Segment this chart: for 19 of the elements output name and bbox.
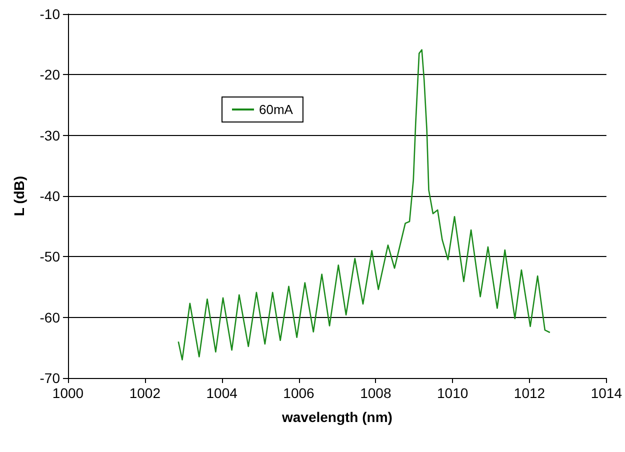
y-tick-label: -20: [40, 66, 60, 83]
y-tick-label: -10: [40, 6, 60, 22]
x-tick-label: 1012: [514, 385, 546, 401]
y-tick-label: -40: [40, 188, 60, 204]
x-tick-label: 1006: [283, 385, 315, 401]
x-tick-label: 1008: [360, 385, 392, 401]
x-tick-label: 1014: [590, 385, 622, 401]
x-tick-label: 1002: [129, 385, 161, 401]
y-tick-label: -60: [40, 309, 60, 326]
y-tick-label: -50: [40, 248, 60, 265]
x-tick-label: 1000: [52, 385, 84, 401]
x-tick-label: 1010: [437, 385, 468, 401]
legend-label: 60mA: [259, 102, 294, 117]
x-axis-title: wavelength (nm): [280, 409, 392, 425]
line-series: [178, 49, 551, 360]
y-tick-label: -30: [40, 127, 60, 144]
x-tick-label: 1004: [206, 385, 238, 401]
y-axis-title: L (dB): [11, 176, 27, 216]
y-tick-label: -70: [40, 370, 60, 386]
